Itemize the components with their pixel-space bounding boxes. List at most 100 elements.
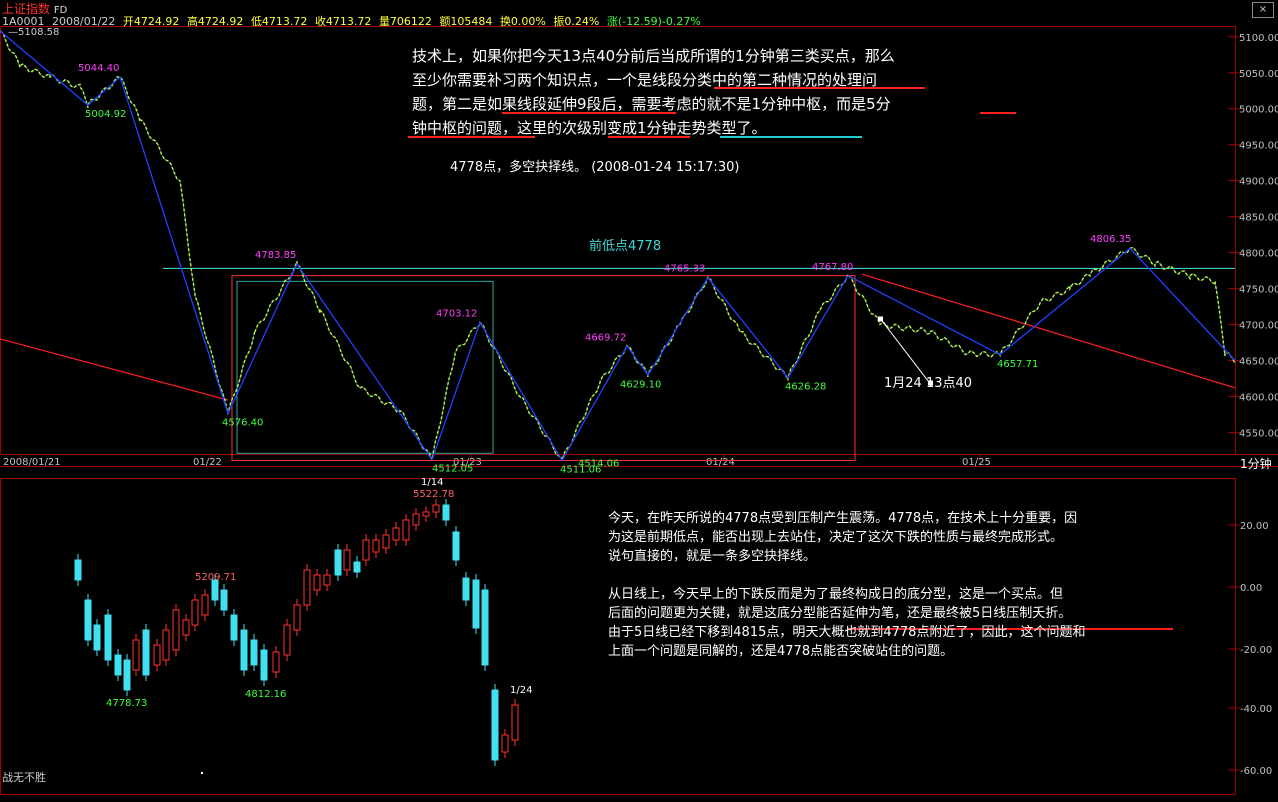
pivot-low-label: 4514.06 bbox=[578, 458, 619, 469]
reference-level-label: —5108.58 bbox=[8, 27, 60, 38]
candle-label: 5522.78 bbox=[413, 489, 454, 500]
up-candle bbox=[272, 651, 280, 673]
up-candle bbox=[191, 599, 199, 626]
pivot-low-label: 4626.28 bbox=[785, 382, 826, 393]
up-candle bbox=[172, 609, 180, 651]
up-candle bbox=[283, 624, 291, 656]
quote-code: 1A0001 bbox=[2, 15, 45, 28]
pivot-high-label: 4783.85 bbox=[255, 250, 296, 261]
y-tick-label: 5050.00 bbox=[1239, 69, 1278, 80]
y-tick-label: 4950.00 bbox=[1239, 141, 1278, 152]
index-suffix: FD bbox=[53, 5, 68, 16]
y-tick-label: 4900.00 bbox=[1239, 177, 1278, 188]
up-candle bbox=[313, 574, 321, 591]
up-candle bbox=[293, 604, 301, 631]
bottom-line-3: 说句直接的，就是一条多空抉择线。 bbox=[608, 549, 817, 564]
lower-y-tick-label: -60.00 bbox=[1240, 766, 1272, 777]
up-candle bbox=[201, 594, 209, 616]
quote-change: 涨(-12.59)-0.27% bbox=[606, 15, 701, 28]
down-candle bbox=[462, 577, 470, 601]
time-marker-label: 1月24 13点40 bbox=[884, 376, 973, 391]
bottom-commentary: 今天，在昨天所说的4778点受到压制产生震荡。4778点，在技术上十分重要，因 … bbox=[608, 509, 1085, 661]
y-tick-label: 4750.00 bbox=[1239, 285, 1278, 296]
quote-amplitude: 振0.24% bbox=[553, 15, 600, 28]
trend-line-right bbox=[861, 273, 1236, 389]
candle-label: 1/24 bbox=[510, 685, 532, 696]
hub-rectangle-red bbox=[231, 275, 856, 461]
quote-open: 开4724.92 bbox=[122, 15, 180, 28]
down-candle bbox=[481, 589, 489, 666]
x-tick-label: 2008/01/21 bbox=[3, 457, 61, 468]
down-candle bbox=[250, 639, 258, 666]
pivot-high-label: 4703.12 bbox=[436, 308, 477, 319]
down-candle bbox=[211, 579, 219, 601]
price-line-shadow bbox=[0, 30, 1236, 461]
pivot-high-label: 5044.40 bbox=[78, 63, 119, 74]
up-candle bbox=[132, 639, 140, 671]
trend-line-left bbox=[0, 338, 229, 401]
down-candle bbox=[123, 659, 131, 691]
prev-low-label: 前低点4778 bbox=[589, 239, 662, 254]
down-candle bbox=[142, 629, 150, 676]
bottom-line-2: 为这是前期低点，能否出现上去站住，决定了这次下跌的性质与最终完成形式。 bbox=[608, 530, 1064, 545]
hub-rectangle-teal bbox=[236, 280, 494, 454]
marker-arrow-line bbox=[880, 319, 931, 384]
down-candle bbox=[114, 654, 122, 676]
down-candle bbox=[84, 599, 92, 641]
y-tick-label: 4850.00 bbox=[1239, 213, 1278, 224]
up-candle bbox=[382, 534, 390, 549]
x-tick-label: 01/25 bbox=[962, 457, 991, 468]
top-commentary: 技术上，如果你把今天13点40分前后当成所谓的1分钟第三类买点，那么 至少你需要… bbox=[412, 44, 895, 140]
down-candle bbox=[260, 649, 268, 681]
pivot-high-label: 4765.33 bbox=[664, 264, 705, 275]
up-candle bbox=[343, 549, 351, 571]
up-candle bbox=[412, 513, 420, 526]
down-candle bbox=[472, 579, 480, 629]
candle-label: 5209.71 bbox=[195, 572, 236, 583]
top-line-3: 题，第二是如果线段延伸9段后，需要考虑的就不是1分钟中枢，而是5分 bbox=[412, 95, 891, 113]
marker-point bbox=[878, 316, 883, 322]
down-candle bbox=[353, 561, 361, 573]
pivot-low-label: 4629.10 bbox=[620, 380, 661, 391]
pivot-low-label: 4511.06 bbox=[560, 464, 601, 475]
marker-arrow-head bbox=[928, 380, 933, 386]
down-candle bbox=[452, 531, 460, 561]
commentary-subtitle: 4778点，多空抉择线。 (2008-01-24 15:17:30) bbox=[450, 160, 740, 175]
quote-close: 收4713.72 bbox=[314, 15, 372, 28]
pivot-low-label: 4657.71 bbox=[997, 359, 1038, 370]
down-candle bbox=[442, 504, 450, 521]
top-line-2: 至少你需要补习两个知识点，一个是线段分类中的第二种情况的处理问 bbox=[412, 71, 878, 89]
up-candle bbox=[402, 519, 410, 541]
quote-date: 2008/01/22 bbox=[52, 15, 116, 28]
pivot-low-label: 4576.40 bbox=[222, 417, 263, 428]
stroke-lines bbox=[0, 30, 1236, 462]
down-candle bbox=[230, 614, 238, 641]
quote-amount: 额105484 bbox=[439, 15, 493, 28]
lower-y-tick-label: -40.00 bbox=[1240, 704, 1272, 715]
y-tick-label: 5100.00 bbox=[1239, 33, 1278, 44]
up-candle bbox=[392, 527, 400, 541]
up-candle bbox=[422, 511, 430, 517]
pivot-high-label: 4806.35 bbox=[1090, 234, 1131, 245]
quote-high: 高4724.92 bbox=[186, 15, 244, 28]
pivot-high-label: 4767.80 bbox=[812, 262, 853, 273]
y-tick-label: 4600.00 bbox=[1239, 392, 1278, 403]
up-candle bbox=[501, 734, 509, 753]
footer-label: 战无不胜 bbox=[2, 771, 46, 784]
down-candle bbox=[240, 629, 248, 671]
quote-low: 低4713.72 bbox=[250, 15, 308, 28]
candle-label: 1/14 bbox=[421, 477, 443, 488]
pivot-high-label: 4669.72 bbox=[585, 332, 626, 343]
candle-label: 4778.73 bbox=[106, 698, 147, 709]
y-tick-label: 5000.00 bbox=[1239, 105, 1278, 116]
top-line-1: 技术上，如果你把今天13点40分前后当成所谓的1分钟第三类买点，那么 bbox=[412, 47, 895, 65]
bottom-line-1: 今天，在昨天所说的4778点受到压制产生震荡。4778点，在技术上十分重要，因 bbox=[608, 511, 1078, 526]
stock-title: 上证指数 FD bbox=[2, 0, 67, 17]
y-tick-label: 4550.00 bbox=[1239, 428, 1278, 439]
down-candle bbox=[220, 589, 228, 611]
candle-label: 4812.16 bbox=[245, 689, 286, 700]
window-close-icon[interactable]: × bbox=[1252, 2, 1274, 18]
bottom-line-7: 上面一个问题是同解的，还是4778点能否突破站住的问题。 bbox=[608, 644, 954, 659]
x-tick-label: 01/22 bbox=[193, 457, 222, 468]
